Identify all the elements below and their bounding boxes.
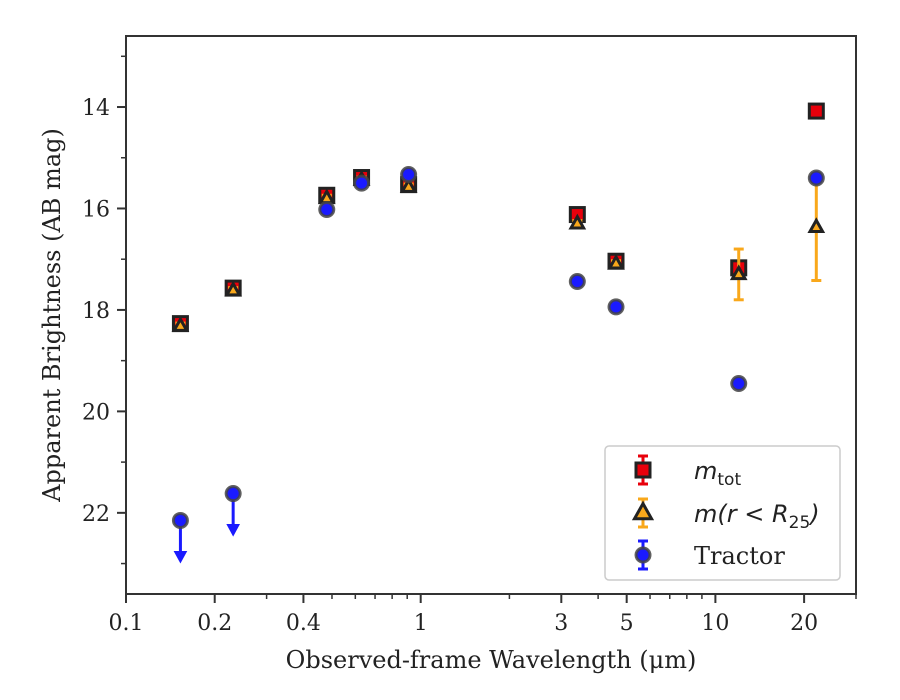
y-axis-title: Apparent Brightness (AB mag) [38,128,66,503]
legend-label-main: m [694,457,717,485]
legend-label: mtot [694,457,741,490]
circle-point [224,485,242,503]
circle-point [607,298,625,316]
upper-limit-arrow-head [226,524,240,537]
legend-box [604,445,841,581]
x-tick-label: 10 [701,611,729,636]
series-square [171,102,825,333]
legend-label: Tractor [694,542,785,570]
legend-label-subscript: 25 [789,513,811,533]
data-marks [171,102,826,564]
circle-point [568,273,586,291]
legend-label-main: m(r < R [694,500,789,528]
legend-item: m(r < R25) [631,497,820,533]
y-axis: 14 16 18 20 22 [82,55,126,565]
legend-label-subscript: tot [717,470,741,490]
triangle-point [224,280,243,297]
y-tick-label: 20 [82,400,110,425]
y-tick-label: 18 [82,299,110,324]
x-axis: 0.1 0.2 0.4 1 3 5 10 20 [109,594,857,636]
x-tick-label: 3 [554,611,568,636]
circle-point [400,165,418,183]
x-tick-label: 5 [620,611,634,636]
triangle-point [171,316,190,332]
triangle-point [399,177,418,193]
legend-item: Tractor [634,539,785,571]
series-triangle [171,170,826,332]
x-tick-label: 0.4 [286,611,321,636]
y-tick-label: 22 [82,502,110,527]
square-point [807,102,825,120]
upper-limit-arrow-head [173,550,188,564]
triangle-point [607,253,625,270]
x-tick-label: 0.1 [109,611,144,636]
legend-marker-square [634,461,652,479]
axes-frame [125,35,857,595]
legend-marker-triangle [631,500,655,521]
legend: mtot m(r < R25) Tractor [604,445,841,581]
triangle-point [729,264,748,281]
legend-label-tail: ) [808,500,819,528]
circle-point [318,200,336,218]
triangle-point [807,217,826,233]
legend-label: m(r < R25) [694,500,820,533]
y-tick-label: 14 [82,96,110,121]
x-tick-label: 1 [414,611,428,636]
circle-point [807,169,825,187]
legend-marker-circle [634,546,652,564]
legend-item: mtot [634,454,741,490]
triangle-point [568,213,587,230]
series-circle [171,165,825,564]
circle-point [353,174,371,192]
circle-point [171,511,189,529]
x-axis-title: Observed-frame Wavelength (μm) [286,646,697,674]
x-tick-label: 20 [790,611,818,636]
x-tick-label: 0.2 [197,611,232,636]
circle-point [730,374,748,392]
y-tick-label: 16 [82,197,110,222]
